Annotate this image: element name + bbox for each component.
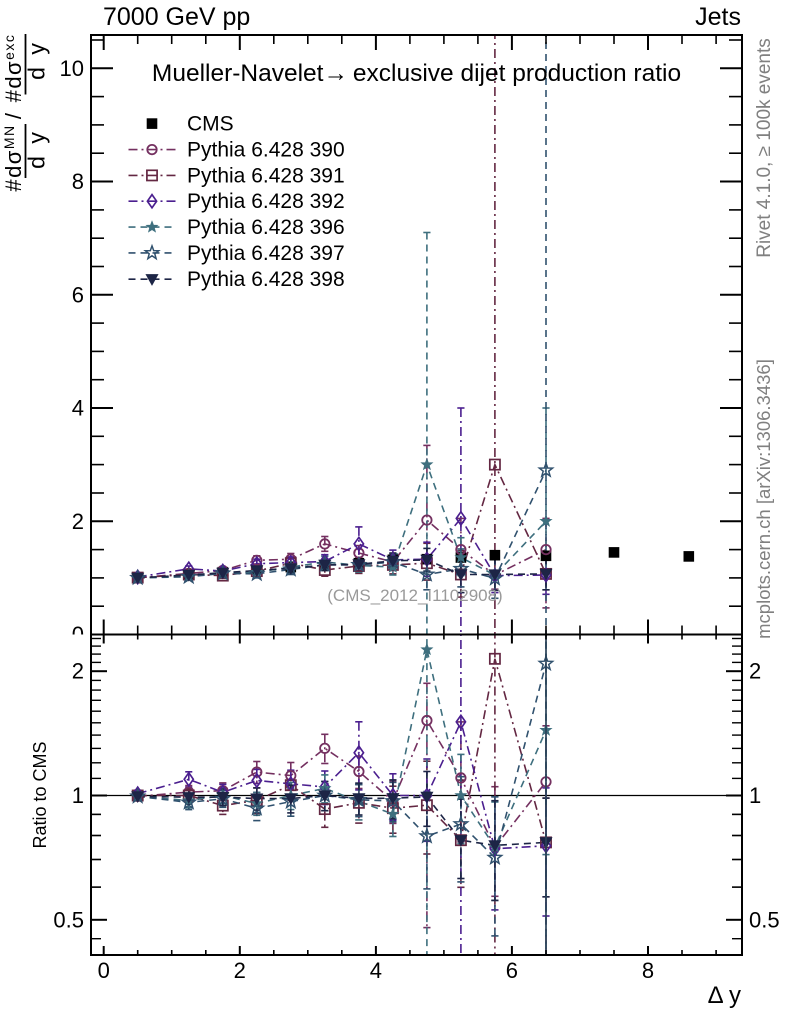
svg-text:4: 4 xyxy=(370,958,382,983)
svg-text:#dσMN: #dσMN xyxy=(1,124,26,191)
svg-text:2: 2 xyxy=(749,659,761,684)
svg-text:d y: d y xyxy=(24,40,50,80)
svg-text:Ratio to CMS: Ratio to CMS xyxy=(30,741,50,848)
svg-text:(CMS_2012_I1102908): (CMS_2012_I1102908) xyxy=(327,586,502,605)
svg-text:#dσexc: #dσexc xyxy=(1,34,26,103)
svg-text:8: 8 xyxy=(642,958,654,983)
svg-text:2: 2 xyxy=(234,958,246,983)
svg-text:6: 6 xyxy=(72,282,84,307)
svg-text:10: 10 xyxy=(60,56,84,81)
svg-text:Pythia 6.428 390: Pythia 6.428 390 xyxy=(187,139,345,162)
svg-text:6: 6 xyxy=(506,958,518,983)
svg-text:Pythia 6.428 398: Pythia 6.428 398 xyxy=(187,268,345,291)
svg-text:7000 GeV pp: 7000 GeV pp xyxy=(103,3,250,31)
svg-text:0: 0 xyxy=(98,958,110,983)
svg-text:0.5: 0.5 xyxy=(749,907,780,932)
svg-text:0: 0 xyxy=(72,622,84,647)
svg-text:Δ y: Δ y xyxy=(708,982,741,1009)
svg-text:Jets: Jets xyxy=(695,3,741,31)
svg-text:1: 1 xyxy=(72,783,84,808)
svg-text:mcplots.cern.ch [arXiv:1306.34: mcplots.cern.ch [arXiv:1306.3436] xyxy=(753,359,774,639)
svg-text:CMS: CMS xyxy=(187,113,234,136)
svg-text:Pythia 6.428 391: Pythia 6.428 391 xyxy=(187,164,345,187)
svg-text:Pythia 6.428 396: Pythia 6.428 396 xyxy=(187,216,345,239)
svg-text:0.5: 0.5 xyxy=(53,907,84,932)
svg-text:Mueller-Navelet→ exclusive dij: Mueller-Navelet→ exclusive dijet product… xyxy=(152,60,681,87)
svg-text:2: 2 xyxy=(72,659,84,684)
svg-text:/: / xyxy=(1,112,26,119)
svg-text:Pythia 6.428 397: Pythia 6.428 397 xyxy=(187,242,345,265)
svg-text:4: 4 xyxy=(72,396,84,421)
svg-text:1: 1 xyxy=(749,783,761,808)
svg-text:8: 8 xyxy=(72,169,84,194)
svg-text:2: 2 xyxy=(72,509,84,534)
svg-text:Rivet 4.1.0, ≥ 100k events: Rivet 4.1.0, ≥ 100k events xyxy=(754,38,775,258)
svg-text:Pythia 6.428 392: Pythia 6.428 392 xyxy=(187,190,345,213)
svg-text:d y: d y xyxy=(24,129,50,169)
